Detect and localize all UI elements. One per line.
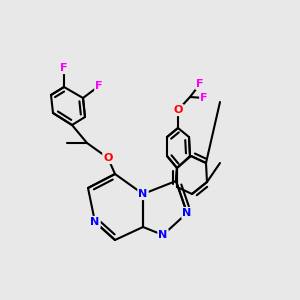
Text: F: F bbox=[95, 81, 103, 91]
Text: F: F bbox=[196, 79, 204, 89]
Text: N: N bbox=[182, 208, 192, 218]
Text: O: O bbox=[103, 153, 113, 163]
Text: O: O bbox=[173, 105, 183, 115]
Text: F: F bbox=[60, 63, 68, 73]
Text: N: N bbox=[138, 189, 148, 199]
Text: F: F bbox=[200, 93, 208, 103]
Text: N: N bbox=[158, 230, 168, 240]
Text: N: N bbox=[90, 217, 100, 227]
